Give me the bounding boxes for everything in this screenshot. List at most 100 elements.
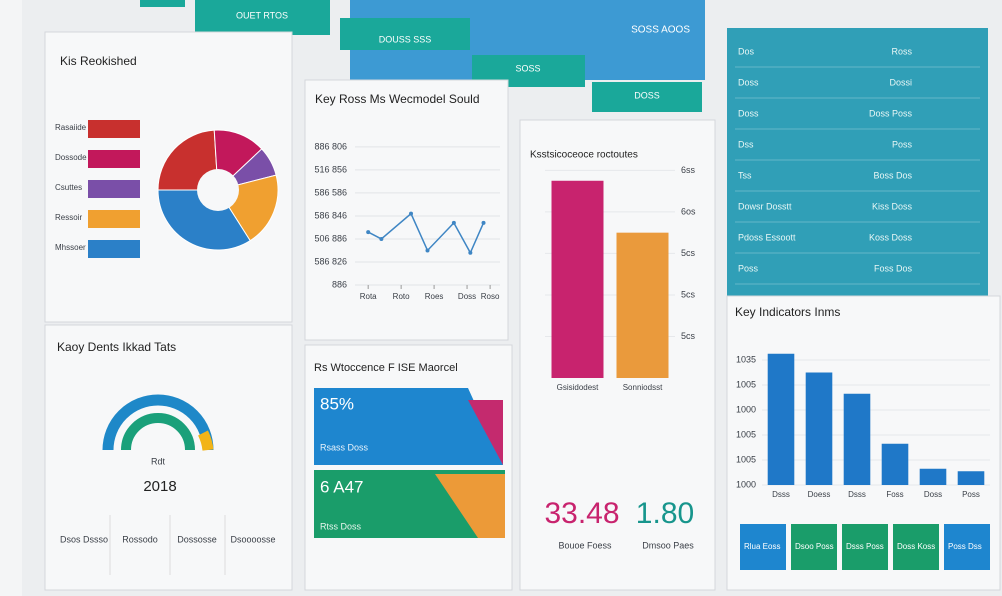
tab[interactable] — [340, 18, 470, 50]
y-tick-label: 516 856 — [314, 164, 347, 174]
sidebar — [0, 0, 22, 596]
gauge-arc — [102, 394, 214, 451]
table-cell: Poss — [892, 139, 913, 149]
donut-hole — [197, 169, 239, 211]
point — [425, 248, 430, 253]
band-accent — [435, 474, 505, 538]
kpi-label: Bouoe Foess — [558, 540, 612, 550]
chart-title: Key Ross Ms Wecmodel Sould — [315, 92, 480, 106]
tile-label[interactable]: Poss Dss — [948, 542, 982, 551]
panel — [304, 79, 509, 341]
x-tick-label: Roso — [481, 292, 500, 301]
table-shade — [727, 28, 988, 310]
kpi-value: 1.80 — [636, 497, 694, 530]
table-cell: Doss Poss — [869, 108, 913, 118]
table-cell: Ross — [891, 46, 912, 56]
y-tick-label: 586 846 — [314, 210, 347, 220]
y-tick-label: 5cs — [681, 289, 696, 299]
table-cell: Koss Doss — [869, 232, 913, 242]
x-tick-label: Rota — [360, 292, 377, 301]
table-cell: Doss — [738, 108, 759, 118]
kpi-value: 33.48 — [544, 497, 619, 530]
tile[interactable] — [893, 524, 939, 570]
tile-label[interactable]: Rlua Eoss — [744, 542, 780, 551]
panel — [304, 344, 513, 591]
tab[interactable] — [195, 0, 330, 35]
point — [409, 211, 414, 216]
y-tick-label: 1035 — [736, 354, 756, 364]
column-label: Dsos Dssso — [60, 534, 108, 544]
bar — [767, 353, 795, 485]
bar — [843, 393, 871, 485]
point — [468, 250, 473, 255]
x-tick-label: Roes — [425, 292, 444, 301]
table-cell: Poss — [738, 263, 759, 273]
tab-label[interactable]: OUET RTOS — [236, 10, 288, 20]
x-tick-label: Roto — [393, 292, 410, 301]
band-note: Rsass Doss — [320, 442, 369, 452]
bar — [551, 180, 604, 378]
pie-slice — [157, 129, 219, 191]
tile[interactable] — [944, 524, 990, 570]
banner-text: SOSS AOOS — [631, 25, 690, 36]
legend-swatch — [88, 120, 140, 138]
x-tick-label: Sonniodsst — [623, 383, 663, 392]
panel-title: Rs Wtoccence F ISE Maorcel — [314, 362, 458, 374]
column-label: Dossosse — [177, 534, 217, 544]
legend-label: Dossode — [55, 153, 87, 162]
tile-label[interactable]: Dsoo Poss — [795, 542, 834, 551]
gauge-arc — [121, 413, 195, 451]
y-tick-label: 5cs — [681, 248, 696, 258]
column-label: Dsoooosse — [230, 534, 275, 544]
table-cell: Pdoss Essoott — [738, 232, 796, 242]
y-tick-label: 886 — [332, 279, 347, 289]
point — [481, 220, 486, 225]
tab-label[interactable]: SOSS — [515, 63, 540, 73]
panel — [44, 324, 293, 591]
legend-swatch — [88, 210, 140, 228]
band-accent — [468, 400, 503, 465]
table-cell: Foss Dos — [874, 263, 913, 273]
tile[interactable] — [740, 524, 786, 570]
column-label: Rossodo — [122, 534, 158, 544]
tab[interactable] — [140, 0, 185, 7]
chart-title: Key Indicators Inms — [735, 305, 840, 319]
y-tick-label: 586 826 — [314, 256, 347, 266]
tab[interactable] — [592, 82, 702, 112]
chart-title: Kis Reokished — [60, 54, 137, 68]
x-tick-label: Poss — [962, 490, 980, 499]
gauge-year: 2018 — [143, 478, 176, 495]
tile-label[interactable]: Dsss Poss — [846, 542, 884, 551]
y-tick-label: 5cs — [681, 331, 696, 341]
band — [314, 388, 503, 465]
y-tick-label: 6os — [681, 206, 696, 216]
table-cell: Boss Dos — [873, 170, 912, 180]
x-tick-label: Dsss — [848, 490, 866, 499]
table-cell: Dos — [738, 46, 755, 56]
x-tick-label: Foss — [886, 490, 903, 499]
tile-label[interactable]: Doss Koss — [897, 542, 935, 551]
table-panel — [727, 28, 988, 310]
y-tick-label: 1000 — [736, 404, 756, 414]
tab-label[interactable]: DOUSS SSS — [379, 34, 432, 44]
x-tick-label: Doess — [808, 490, 831, 499]
table-cell: Kiss Doss — [872, 201, 913, 211]
point — [366, 230, 371, 235]
legend-swatch — [88, 240, 140, 258]
kpi-label: Dmsoo Paes — [642, 540, 694, 550]
tile[interactable] — [791, 524, 837, 570]
table-cell: Dossi — [889, 77, 912, 87]
y-tick-label: 1005 — [736, 429, 756, 439]
legend-label: Rasaiide — [55, 123, 87, 132]
y-tick-label: 1000 — [736, 479, 756, 489]
table-cell: Tss — [738, 170, 752, 180]
chart-title: Ksstsicoceoce roctoutes — [530, 150, 638, 161]
legend-swatch — [88, 150, 140, 168]
bar — [957, 471, 985, 485]
bar — [919, 468, 947, 485]
legend-label: Ressoir — [55, 213, 82, 222]
gauge-caption: Rdt — [151, 456, 166, 466]
tile[interactable] — [842, 524, 888, 570]
bar — [805, 372, 833, 485]
tab-label[interactable]: DOSS — [634, 90, 660, 100]
